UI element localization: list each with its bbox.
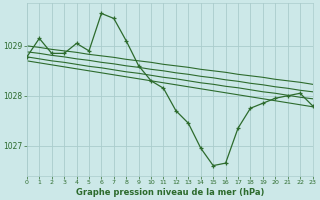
- X-axis label: Graphe pression niveau de la mer (hPa): Graphe pression niveau de la mer (hPa): [76, 188, 264, 197]
